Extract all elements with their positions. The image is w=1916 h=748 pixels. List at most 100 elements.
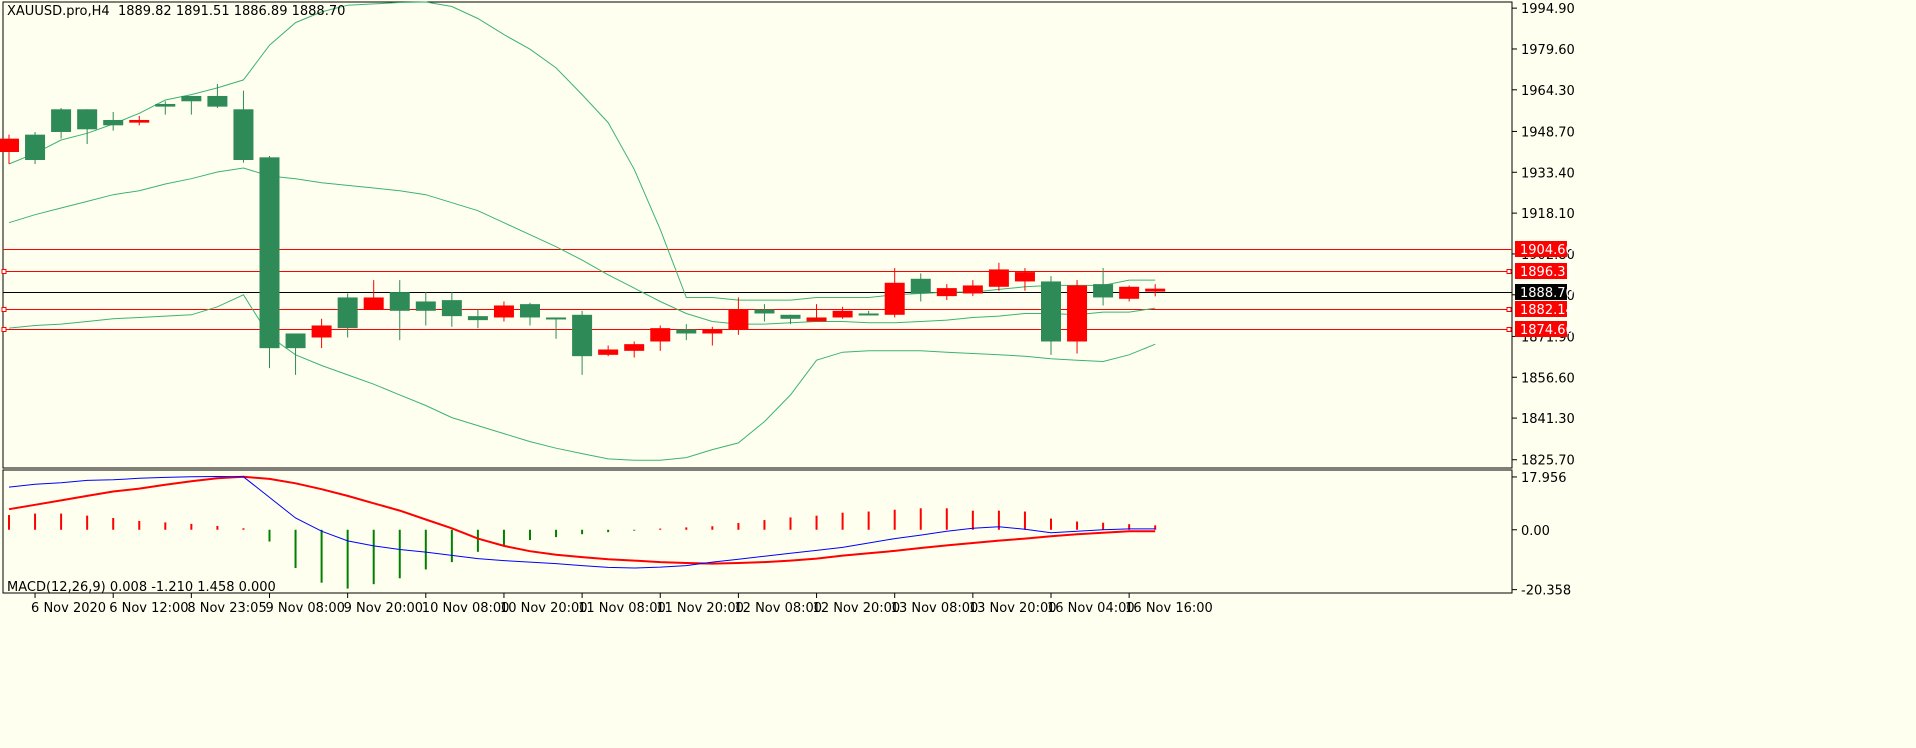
candle (207, 83, 228, 108)
time-tick-label: 12 Nov 20:00 (813, 601, 901, 616)
candle (650, 325, 671, 351)
level-handle-left (1, 307, 7, 312)
candle-body (337, 297, 358, 329)
price-tick-label: 1918.10 (1521, 207, 1575, 222)
candle (598, 345, 619, 357)
candle (1014, 268, 1035, 291)
candle-body (936, 288, 957, 297)
time-tick-label: 9 Nov 08:00 (266, 601, 345, 616)
candle-body (650, 328, 671, 342)
candle-body (207, 95, 228, 107)
level-tag-bg (1515, 321, 1567, 337)
time-tick-label: 8 Nov 23:05 (187, 601, 266, 616)
price-tick-label: 1841.30 (1521, 412, 1575, 427)
level-tag-bg (1515, 284, 1567, 300)
time-tick-label: 10 Nov 20:00 (500, 601, 588, 616)
candle (676, 324, 697, 341)
time-tick-label: 13 Nov 08:00 (891, 601, 979, 616)
candle-body (259, 157, 280, 349)
candle-body (155, 103, 176, 107)
candle-body (858, 313, 879, 316)
candle-body (363, 297, 384, 310)
price-axis[interactable]: 1994.90 1979.60 1964.30 1948.70 1933.40 1918.… (1512, 2, 1575, 469)
candlestick-series (0, 83, 1166, 375)
macd-indicator (8, 475, 1157, 589)
level-handle-left (1, 269, 7, 274)
time-tick-label: 11 Nov 08:00 (578, 601, 666, 616)
bollinger-bands (8, 1, 1156, 461)
level-tag-bg (1515, 241, 1567, 257)
candle-body (181, 95, 202, 102)
ohlc-values: 1889.82 1891.51 1886.89 1888.70 (117, 4, 346, 19)
candle (624, 341, 645, 358)
level-tag-label: 1874.66 (1520, 323, 1574, 338)
candle-body (51, 109, 72, 132)
candle-body (1093, 284, 1114, 298)
price-tick-label: 1933.40 (1521, 166, 1575, 181)
candle (389, 280, 410, 341)
candle (1041, 276, 1061, 355)
candle (728, 297, 749, 335)
candle-body (1014, 272, 1035, 282)
candle-body (988, 269, 1009, 287)
level-tag-label: 1904.60 (1520, 243, 1574, 258)
candle-body (546, 317, 567, 320)
candle-body (754, 309, 775, 314)
macd-label: MACD(12,26,9) (7, 580, 106, 595)
level-tag-label: 1882.14 (1520, 303, 1574, 318)
candle-body (441, 300, 462, 317)
chart-header: XAUUSD.pro,H4 1889.82 1891.51 1886.89 18… (7, 4, 345, 19)
time-axis[interactable]: 6 Nov 2020 6 Nov 12:008 Nov 23:059 Nov 08… (31, 593, 1213, 616)
price-panel-frame (2, 1, 1513, 469)
time-tick-label: 10 Nov 08:00 (422, 601, 510, 616)
candle-body (103, 119, 124, 126)
candle-body (1145, 288, 1166, 292)
candle (546, 317, 567, 339)
macd-tick-label: 17.956 (1521, 471, 1567, 486)
level-handle-left (1, 327, 7, 332)
time-tick-label: 13 Nov 20:00 (969, 601, 1057, 616)
candle (0, 134, 19, 165)
time-tick-label: 6 Nov 12:00 (109, 601, 188, 616)
candle (936, 284, 957, 301)
candle-body (129, 119, 150, 123)
macd-axis: 17.956 0.00 -20.358 (1512, 471, 1571, 599)
candle (988, 262, 1009, 291)
candle-body (676, 329, 697, 334)
candle (77, 109, 98, 144)
candle (910, 273, 931, 302)
candle-body (780, 314, 801, 319)
price-tick-label: 1979.60 (1521, 43, 1575, 58)
candle-body (572, 314, 593, 357)
macd-signal-line (8, 475, 1156, 565)
candle-body (806, 317, 827, 322)
candle (467, 309, 488, 329)
candle (1067, 280, 1088, 354)
candle (572, 310, 593, 375)
candle-body (1041, 281, 1061, 342)
macd-panel-frame (2, 469, 1513, 594)
bollinger-upper (8, 1, 1156, 301)
candle (493, 301, 514, 322)
horizontal-levels[interactable] (1, 249, 1512, 332)
time-tick-label: 16 Nov 04:00 (1047, 601, 1135, 616)
candle (181, 95, 202, 115)
level-handle-right (1506, 327, 1512, 332)
candle (441, 292, 462, 327)
candle-body (624, 344, 645, 351)
candle (363, 280, 384, 310)
candle (1119, 285, 1140, 302)
candle (25, 131, 46, 165)
candle-body (910, 278, 931, 294)
candle (962, 280, 983, 297)
candle-body (702, 329, 723, 334)
candle-body (884, 282, 905, 315)
candle (780, 314, 801, 325)
candle (702, 326, 723, 346)
macd-main-line (8, 475, 1156, 569)
candle (858, 310, 879, 316)
candle (51, 107, 72, 139)
candle (1145, 284, 1166, 297)
